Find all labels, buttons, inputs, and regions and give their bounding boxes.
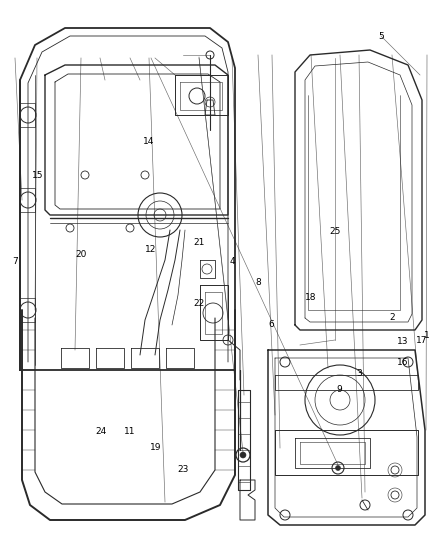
Text: 25: 25 — [329, 228, 341, 236]
Text: 13: 13 — [397, 337, 409, 345]
Text: 4: 4 — [230, 257, 235, 265]
Text: 15: 15 — [32, 172, 43, 180]
Text: 17: 17 — [416, 336, 427, 344]
Text: 2: 2 — [389, 313, 395, 321]
Text: 21: 21 — [194, 238, 205, 247]
Text: 11: 11 — [124, 427, 135, 436]
Text: 5: 5 — [378, 32, 384, 41]
Text: 20: 20 — [75, 251, 87, 259]
Text: 14: 14 — [143, 137, 155, 146]
Text: 3: 3 — [356, 369, 362, 377]
Text: 1: 1 — [424, 332, 430, 340]
Text: 22: 22 — [194, 300, 205, 308]
Text: 18: 18 — [305, 293, 317, 302]
Text: 16: 16 — [397, 358, 409, 367]
Text: 12: 12 — [145, 245, 157, 254]
Circle shape — [240, 452, 246, 458]
Text: 6: 6 — [268, 320, 275, 328]
Text: 19: 19 — [150, 443, 161, 452]
Text: 7: 7 — [12, 257, 18, 265]
Circle shape — [336, 465, 340, 471]
Text: 23: 23 — [177, 465, 189, 473]
Text: 9: 9 — [336, 385, 343, 393]
Text: 24: 24 — [95, 427, 106, 436]
Text: 8: 8 — [255, 278, 261, 287]
